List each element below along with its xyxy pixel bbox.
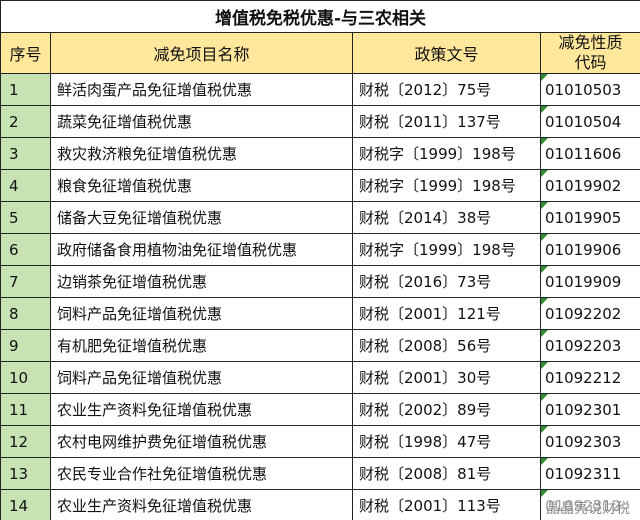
cell-name: 鲜活肉蛋产品免征增值税优惠 bbox=[50, 73, 353, 106]
cell-code: 01019905 bbox=[540, 201, 640, 234]
table-row: 2 蔬菜免征增值税优惠 财税〔2011〕137号 01010504 bbox=[0, 105, 640, 138]
cell-doc: 财税〔2001〕113号 bbox=[352, 489, 541, 520]
cell-code: 01092311 bbox=[540, 457, 640, 490]
cell-name: 有机肥免征增值税优惠 bbox=[50, 329, 353, 362]
table-row: 12 农村电网维护费免征增值税优惠 财税〔1998〕47号 01092303 bbox=[0, 425, 640, 458]
table-row: 6 政府储备食用植物油免征增值税优惠 财税字〔1999〕198号 01019906 bbox=[0, 233, 640, 266]
cell-seq: 10 bbox=[0, 361, 51, 394]
cell-name: 饲料产品免征增值税优惠 bbox=[50, 361, 353, 394]
table-row: 11 农业生产资料免征增值税优惠 财税〔2002〕89号 01092301 bbox=[0, 393, 640, 426]
cell-code: 01010503 bbox=[540, 73, 640, 106]
cell-seq: 4 bbox=[0, 169, 51, 202]
cell-doc: 财税〔2016〕73号 bbox=[352, 265, 541, 298]
header-cell: 减免性质代码 bbox=[540, 32, 640, 74]
cell-code: 01092202 bbox=[540, 297, 640, 330]
cell-seq: 5 bbox=[0, 201, 51, 234]
cell-code: 01011606 bbox=[540, 137, 640, 170]
table-title: 增值税免税优惠-与三农相关 bbox=[0, 0, 640, 33]
cell-doc: 财税〔2001〕121号 bbox=[352, 297, 541, 330]
cell-code: 01092203 bbox=[540, 329, 640, 362]
cell-doc: 财税〔2008〕81号 bbox=[352, 457, 541, 490]
table-row: 4 粮食免征增值税优惠 财税字〔1999〕198号 01019902 bbox=[0, 169, 640, 202]
watermark: 晶晶亮说财税 bbox=[544, 498, 632, 518]
cell-doc: 财税〔1998〕47号 bbox=[352, 425, 541, 458]
cell-name: 饲料产品免征增值税优惠 bbox=[50, 297, 353, 330]
cell-code: 01092303 bbox=[540, 425, 640, 458]
cell-name: 蔬菜免征增值税优惠 bbox=[50, 105, 353, 138]
table-row: 9 有机肥免征增值税优惠 财税〔2008〕56号 01092203 bbox=[0, 329, 640, 362]
cell-name: 救灾救济粮免征增值税优惠 bbox=[50, 137, 353, 170]
table-row: 3 救灾救济粮免征增值税优惠 财税字〔1999〕198号 01011606 bbox=[0, 137, 640, 170]
table-row: 7 边销茶免征增值税优惠 财税〔2016〕73号 01019909 bbox=[0, 265, 640, 298]
header-cell: 政策文号 bbox=[352, 32, 541, 74]
cell-name: 储备大豆免征增值税优惠 bbox=[50, 201, 353, 234]
cell-code: 01019909 bbox=[540, 265, 640, 298]
table-row: 13 农民专业合作社免征增值税优惠 财税〔2008〕81号 01092311 bbox=[0, 457, 640, 490]
cell-doc: 财税〔2011〕137号 bbox=[352, 105, 541, 138]
cell-doc: 财税字〔1999〕198号 bbox=[352, 233, 541, 266]
cell-seq: 12 bbox=[0, 425, 51, 458]
cell-doc: 财税字〔1999〕198号 bbox=[352, 137, 541, 170]
table-body: 1 鲜活肉蛋产品免征增值税优惠 财税〔2012〕75号 01010503 2 蔬菜免征增值… bbox=[0, 73, 640, 520]
cell-seq: 7 bbox=[0, 265, 51, 298]
cell-name: 粮食免征增值税优惠 bbox=[50, 169, 353, 202]
cell-code: 01019902 bbox=[540, 169, 640, 202]
cell-seq: 6 bbox=[0, 233, 51, 266]
cell-code: 01019906 bbox=[540, 233, 640, 266]
cell-seq: 8 bbox=[0, 297, 51, 330]
cell-code: 01010504 bbox=[540, 105, 640, 138]
cell-doc: 财税〔2001〕30号 bbox=[352, 361, 541, 394]
table-row: 8 饲料产品免征增值税优惠 财税〔2001〕121号 01092202 bbox=[0, 297, 640, 330]
header-cell: 序号 bbox=[0, 32, 51, 74]
cell-name: 边销茶免征增值税优惠 bbox=[50, 265, 353, 298]
cell-doc: 财税〔2008〕56号 bbox=[352, 329, 541, 362]
cell-seq: 13 bbox=[0, 457, 51, 490]
cell-name: 农民专业合作社免征增值税优惠 bbox=[50, 457, 353, 490]
cell-name: 政府储备食用植物油免征增值税优惠 bbox=[50, 233, 353, 266]
cell-name: 农业生产资料免征增值税优惠 bbox=[50, 393, 353, 426]
cell-doc: 财税〔2014〕38号 bbox=[352, 201, 541, 234]
cell-seq: 1 bbox=[0, 73, 51, 106]
header-row: 序号 减免项目名称 政策文号 减免性质代码 bbox=[0, 32, 640, 74]
cell-seq: 11 bbox=[0, 393, 51, 426]
title-row: 增值税免税优惠-与三农相关 bbox=[0, 0, 640, 33]
cell-doc: 财税〔2002〕89号 bbox=[352, 393, 541, 426]
table-row: 1 鲜活肉蛋产品免征增值税优惠 财税〔2012〕75号 01010503 bbox=[0, 73, 640, 106]
cell-doc: 财税字〔1999〕198号 bbox=[352, 169, 541, 202]
table-row: 10 饲料产品免征增值税优惠 财税〔2001〕30号 01092212 bbox=[0, 361, 640, 394]
cell-code: 01092212 bbox=[540, 361, 640, 394]
cell-code: 01092301 bbox=[540, 393, 640, 426]
cell-seq: 9 bbox=[0, 329, 51, 362]
cell-name: 农村电网维护费免征增值税优惠 bbox=[50, 425, 353, 458]
cell-doc: 财税〔2012〕75号 bbox=[352, 73, 541, 106]
header-cell: 减免项目名称 bbox=[50, 32, 353, 74]
cell-seq: 14 bbox=[0, 489, 51, 520]
cell-name: 农业生产资料免征增值税优惠 bbox=[50, 489, 353, 520]
cell-seq: 3 bbox=[0, 137, 51, 170]
cell-seq: 2 bbox=[0, 105, 51, 138]
table-row: 5 储备大豆免征增值税优惠 财税〔2014〕38号 01019905 bbox=[0, 201, 640, 234]
